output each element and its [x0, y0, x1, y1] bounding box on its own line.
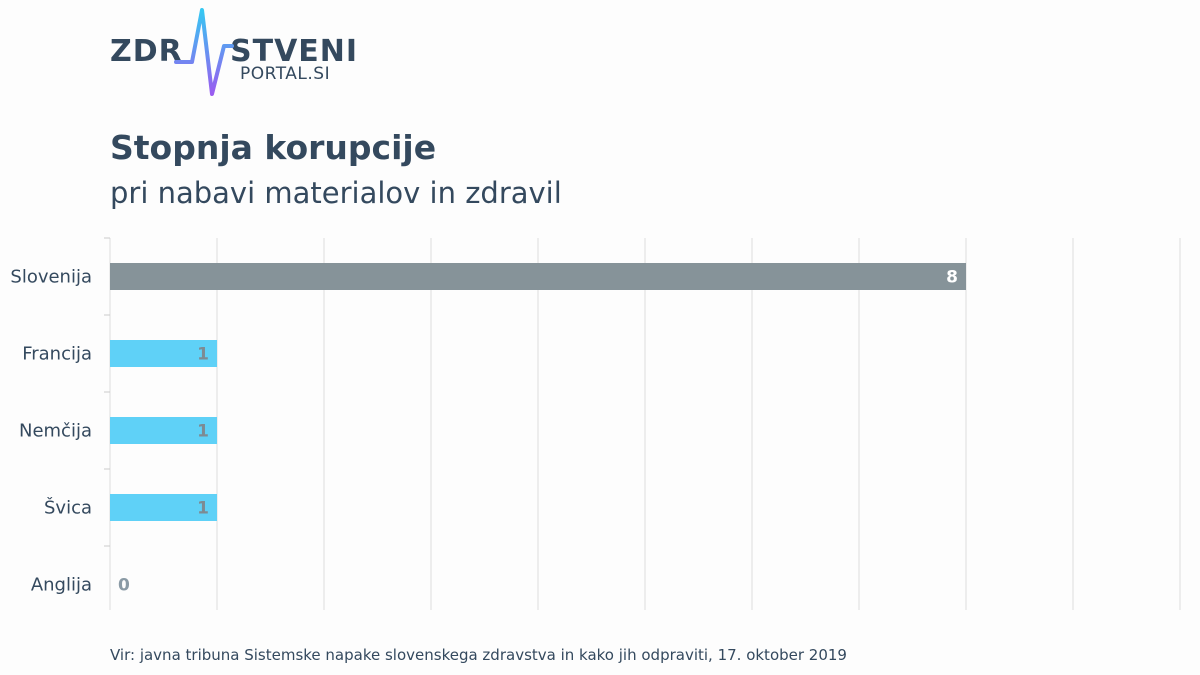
- bar: [110, 417, 217, 444]
- bar: [110, 340, 217, 367]
- bar: [110, 263, 966, 290]
- chart-subtitle: pri nabavi materialov in zdravil: [110, 176, 562, 210]
- logo-subtext: PORTAL.SI: [240, 64, 331, 84]
- bar: [110, 494, 217, 521]
- logo-wordmark: ZDR STVENI: [110, 34, 357, 69]
- logo-text-right: STVENI: [230, 34, 359, 69]
- chart-title: Stopnja korupcije: [110, 128, 437, 167]
- bar-chart: Slovenija 8 Francija 1 Nemčija 1 Švica 1 Anglija…: [10, 237, 1181, 610]
- data-label: 1: [197, 499, 209, 519]
- category-label: Francija: [22, 344, 92, 365]
- category-label: Slovenija: [10, 267, 92, 288]
- logo-text-left: ZDR: [110, 34, 183, 69]
- source-note: Vir: javna tribuna Sistemske napake slov…: [110, 646, 847, 664]
- data-label: 1: [197, 422, 209, 442]
- category-label: Anglija: [31, 575, 92, 596]
- category-label: Švica: [44, 497, 92, 519]
- data-label: 1: [197, 345, 209, 365]
- heartbeat-icon: [174, 8, 234, 96]
- data-label: 8: [946, 268, 958, 288]
- category-label: Nemčija: [19, 421, 92, 442]
- logo: ZDR STVENI PORTAL.SI: [110, 6, 357, 98]
- data-label: 0: [118, 576, 130, 596]
